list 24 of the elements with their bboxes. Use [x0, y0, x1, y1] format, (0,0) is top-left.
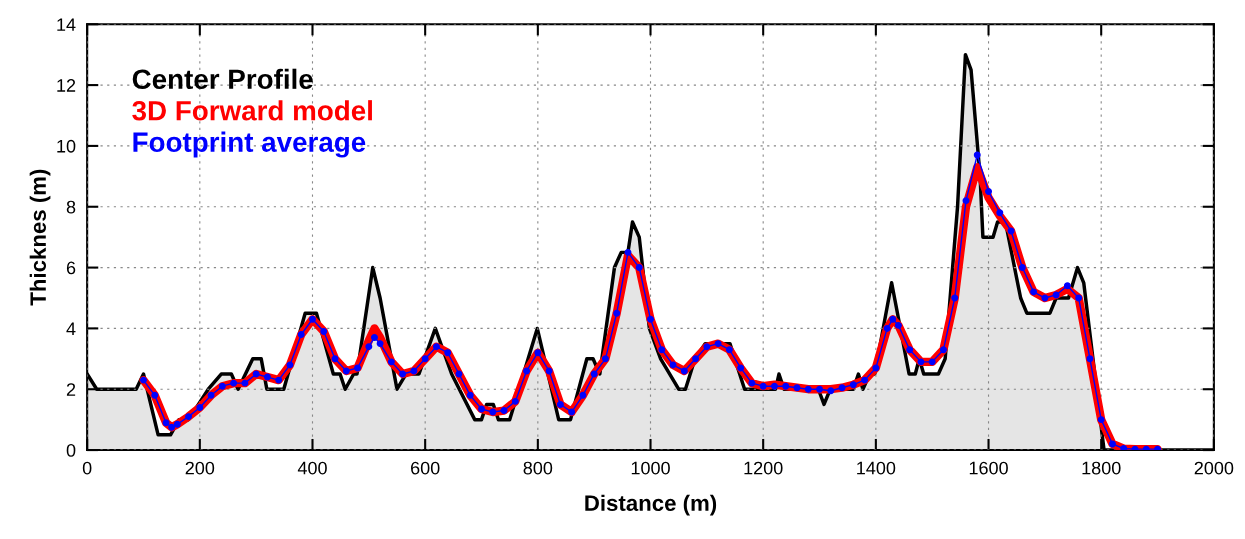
- x-tick-label: 1000: [631, 461, 670, 475]
- x-tick-label: 0: [82, 461, 92, 475]
- y-tick-label: 10: [57, 139, 76, 153]
- x-tick-label: 600: [411, 461, 440, 475]
- text: Footprint average: [133, 131, 366, 158]
- y-tick-label: 12: [57, 79, 76, 92]
- x-tick-label: 200: [185, 461, 215, 475]
- y-tick-label: 4: [66, 322, 76, 335]
- y-tick-label: 6: [66, 261, 76, 275]
- x-tick-label: 1200: [744, 461, 783, 475]
- x-tick-label: 2000: [1194, 461, 1234, 475]
- text: 3D Forward model: [132, 100, 372, 121]
- x-tick-label: 400: [297, 461, 327, 475]
- x-tick-label: 800: [523, 461, 553, 475]
- y-tick-label: 2: [66, 383, 76, 396]
- x-tick-label: 1600: [969, 461, 1008, 475]
- x-tick-label: 1800: [1082, 461, 1121, 475]
- x-tick-label: 1400: [857, 461, 896, 475]
- y-tick-label: 0: [66, 444, 76, 457]
- y-tick-label: 14: [57, 18, 76, 31]
- legend-label: Center Profile: [132, 68, 313, 90]
- y-axis-title: Thicknes (m): [29, 169, 51, 306]
- x-axis-title: Distance (m): [585, 494, 717, 516]
- y-tick-label: 8: [66, 200, 76, 214]
